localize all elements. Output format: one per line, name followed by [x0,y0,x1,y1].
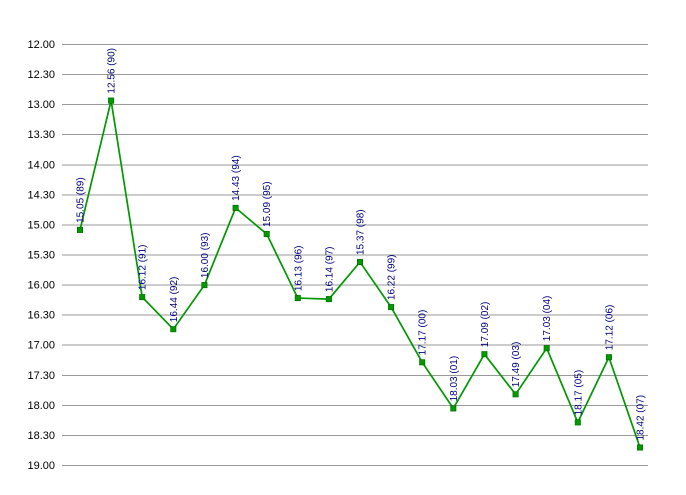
data-point-marker [450,405,457,412]
data-point-label: 14.43 (94) [231,155,242,201]
data-point-marker [294,295,301,302]
y-axis-tick-label: 18.00 [27,400,55,412]
data-point-label: 12.56 (90) [107,48,118,94]
data-point-label: 17.09 (02) [480,302,491,348]
data-point-label: 17.12 (06) [604,305,615,351]
y-axis-tick-label: 15.00 [27,219,55,231]
y-axis-tick-label: 13.00 [27,99,55,111]
data-point-marker [605,354,612,361]
data-point-label: 16.22 (99) [387,255,398,301]
y-axis-tick-label: 13.30 [27,129,55,141]
data-point-label: 15.37 (98) [356,209,367,255]
data-point-label: 16.00 (93) [200,233,211,279]
data-point-marker [481,351,488,358]
data-point-marker [574,419,581,426]
data-point-marker [201,282,208,289]
data-point-marker [108,97,115,104]
data-point-label: 17.03 (04) [542,296,553,342]
data-point-marker [325,296,332,303]
data-point-label: 18.03 (01) [449,356,460,402]
y-axis-tick-label: 12.30 [27,69,55,81]
data-point-marker [139,294,146,301]
data-point-label: 16.12 (91) [138,245,149,291]
data-point-label: 17.49 (03) [511,342,522,388]
y-axis-tick-label: 14.30 [27,189,55,201]
data-point-label: 15.09 (95) [262,181,273,227]
data-point-label: 18.17 (05) [573,370,584,416]
y-axis-tick-label: 14.00 [27,159,55,171]
data-point-label: 16.44 (92) [169,277,180,323]
data-point-label: 16.14 (97) [324,247,335,293]
y-axis-tick-label: 12.00 [27,39,55,51]
data-point-marker [77,226,84,233]
y-axis-tick-label: 19.00 [27,460,55,472]
y-axis-tick-label: 15.30 [27,250,55,262]
data-point-label: 16.13 (96) [293,246,304,292]
y-axis-tick-label: 18.30 [27,430,55,442]
data-point-marker [636,444,643,451]
data-point-marker [263,231,270,238]
data-point-marker [419,359,426,366]
data-point-label: 15.05 (89) [76,177,87,223]
y-axis-tick-label: 17.00 [27,340,55,352]
y-axis-tick-label: 16.30 [27,310,55,322]
y-axis-tick-label: 16.00 [27,280,55,292]
series-line [79,100,641,448]
data-point-label: 18.42 (07) [636,395,647,441]
y-axis-tick-label: 17.30 [27,370,55,382]
data-point-marker [512,391,519,398]
data-point-marker [232,204,239,211]
data-point-marker [388,304,395,311]
data-point-label: 17.17 (00) [418,310,429,356]
data-point-marker [356,258,363,265]
data-point-marker [543,345,550,352]
data-point-marker [170,326,177,333]
